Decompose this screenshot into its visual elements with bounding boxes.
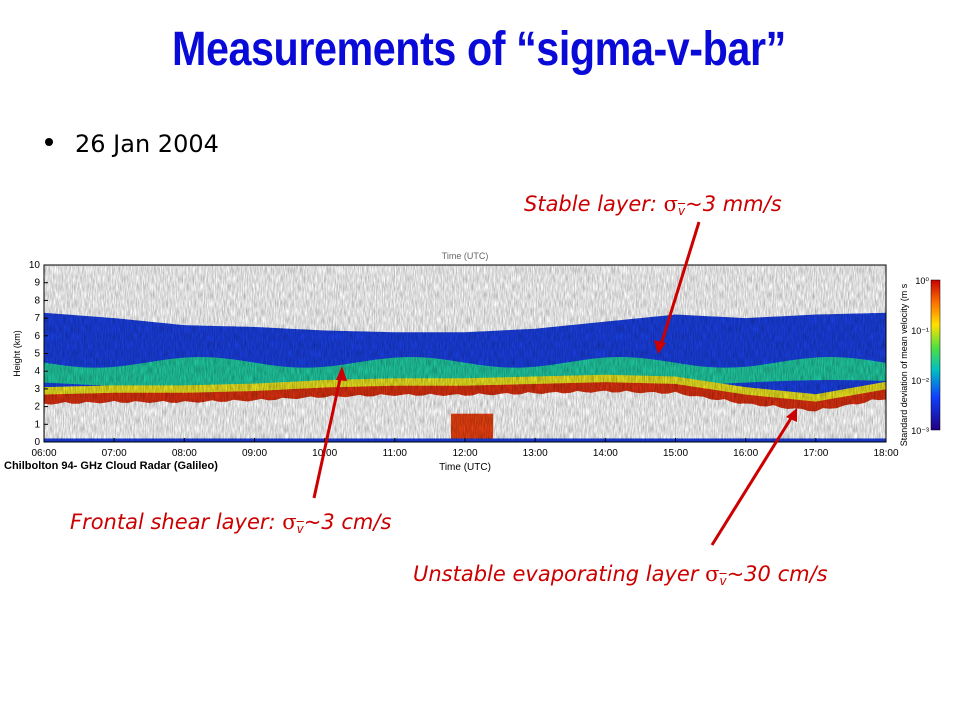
annotation-unstable-value: ~30 cm/s bbox=[726, 562, 828, 586]
annotation-frontal-prefix: Frontal shear layer: bbox=[70, 510, 283, 534]
bullet-text: 26 Jan 2004 bbox=[75, 130, 219, 158]
y-tick-label: 5 bbox=[34, 349, 40, 360]
sigma-subscript: v bbox=[296, 522, 304, 536]
colorbar-tick-label: 10⁻¹ bbox=[911, 326, 929, 336]
instrument-label: Chilbolton 94- GHz Cloud Radar (Galileo) bbox=[4, 460, 218, 472]
y-axis-label: Height (km) bbox=[12, 330, 22, 377]
arrow-frontal bbox=[312, 369, 344, 499]
x-tick-label: 14:00 bbox=[593, 448, 618, 459]
colorbar-tick-label: 10⁰ bbox=[915, 276, 929, 286]
x-tick-label: 09:00 bbox=[242, 448, 267, 459]
sigma-symbol: σ bbox=[663, 192, 678, 216]
sigma-symbol: σ bbox=[282, 510, 297, 534]
x-tick-label: 08:00 bbox=[172, 448, 197, 459]
colorbar-tick-label: 10⁻² bbox=[911, 376, 929, 386]
chart-top-label: Time (UTC) bbox=[442, 251, 489, 261]
bullet-date: 26 Jan 2004 bbox=[45, 130, 219, 158]
x-tick-label: 15:00 bbox=[663, 448, 688, 459]
y-tick-label: 0 bbox=[34, 437, 40, 448]
annotation-stable-value: ~3 mm/s bbox=[685, 192, 782, 216]
sigma-subscript: v bbox=[719, 574, 727, 588]
annotation-unstable-prefix: Unstable evaporating layer bbox=[413, 562, 706, 586]
y-tick-label: 8 bbox=[34, 295, 40, 306]
y-tick-label: 9 bbox=[34, 278, 40, 289]
arrowhead-stable bbox=[654, 340, 666, 354]
annotation-frontal-value: ~3 cm/s bbox=[303, 510, 392, 534]
plot-texture bbox=[44, 265, 886, 442]
arrow-unstable bbox=[710, 414, 795, 546]
colorbar-label: Standard deviation of mean velocity (m s bbox=[899, 283, 909, 446]
annotation-unstable: Unstable evaporating layer σv~30 cm/s bbox=[413, 562, 828, 588]
arrowhead-unstable bbox=[786, 408, 797, 422]
x-tick-label: 12:00 bbox=[452, 448, 477, 459]
annotation-stable: Stable layer: σv~3 mm/s bbox=[524, 192, 782, 218]
y-tick-label: 2 bbox=[34, 402, 40, 413]
x-axis-label: Time (UTC) bbox=[439, 462, 491, 473]
y-tick-label: 4 bbox=[34, 366, 40, 377]
y-tick-label: 3 bbox=[34, 384, 40, 395]
x-tick-label: 06:00 bbox=[31, 448, 56, 459]
annotation-stable-prefix: Stable layer: bbox=[524, 192, 664, 216]
colorbar-tick-label: 10⁻³ bbox=[911, 426, 929, 436]
sigma-symbol: σ bbox=[705, 562, 720, 586]
y-tick-label: 7 bbox=[34, 313, 40, 324]
x-tick-label: 18:00 bbox=[873, 448, 898, 459]
annotation-frontal: Frontal shear layer: σv~3 cm/s bbox=[70, 510, 391, 536]
x-tick-label: 13:00 bbox=[523, 448, 548, 459]
arrow-stable bbox=[658, 221, 701, 349]
x-tick-label: 11:00 bbox=[383, 448, 408, 459]
x-tick-label: 07:00 bbox=[102, 448, 127, 459]
arrowhead-frontal bbox=[336, 366, 347, 381]
bullet-dot bbox=[45, 138, 53, 146]
slide-title: Measurements of “sigma-v-bar” bbox=[172, 23, 786, 76]
y-tick-label: 10 bbox=[29, 260, 41, 271]
y-tick-label: 6 bbox=[34, 331, 40, 342]
sigma-subscript: v bbox=[677, 204, 686, 218]
colorbar bbox=[930, 279, 941, 431]
y-tick-label: 1 bbox=[34, 419, 40, 430]
x-tick-label: 16:00 bbox=[733, 448, 758, 459]
x-tick-label: 17:00 bbox=[803, 448, 828, 459]
